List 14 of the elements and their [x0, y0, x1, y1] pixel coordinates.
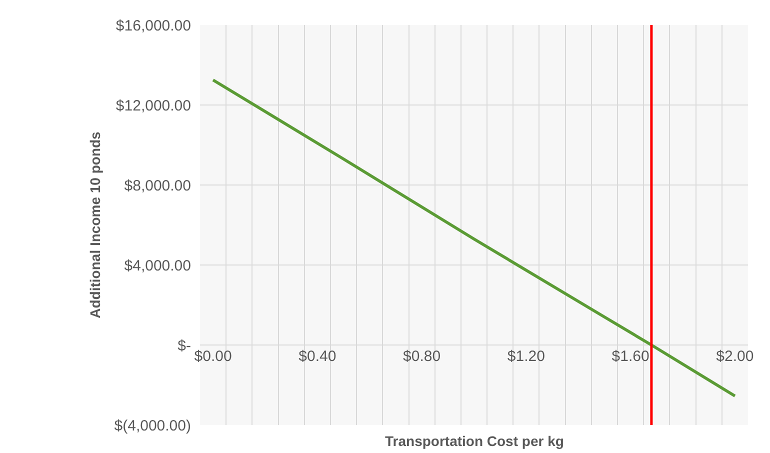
x-axis-title: Transportation Cost per kg [385, 433, 564, 449]
x-tick-label: $0.80 [403, 348, 441, 365]
y-tick-label: $4,000.00 [124, 257, 191, 274]
x-tick-label: $1.20 [507, 348, 545, 365]
y-tick-label: $8,000.00 [124, 177, 191, 194]
x-tick-label: $2.00 [716, 348, 754, 365]
x-tick-label: $0.40 [298, 348, 336, 365]
y-axis-title: Additional Income 10 ponds [86, 131, 103, 318]
y-tick-label: $(4,000.00) [114, 417, 191, 434]
x-tick-label: $1.60 [612, 348, 650, 365]
y-tick-label: $16,000.00 [116, 17, 191, 34]
x-tick-label: $0.00 [194, 348, 232, 365]
y-tick-label: $- [178, 337, 191, 354]
y-tick-label: $12,000.00 [116, 97, 191, 114]
